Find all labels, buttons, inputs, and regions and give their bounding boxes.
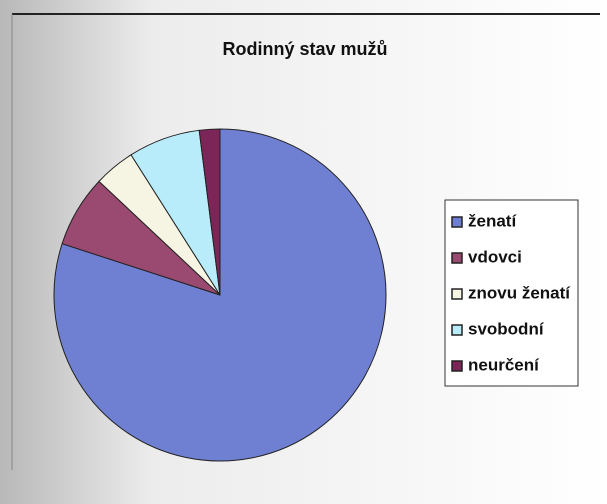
chart-title: Rodinný stav mužů xyxy=(222,39,387,59)
legend-label: znovu ženatí xyxy=(468,283,571,302)
legend-label: neurčení xyxy=(468,355,540,374)
legend-swatch xyxy=(451,252,463,264)
legend: ženatí vdovci znovu ženatí svobodní neurčení xyxy=(451,211,571,374)
pie xyxy=(53,128,387,462)
pie-slice xyxy=(198,128,221,296)
legend-swatch xyxy=(451,360,463,372)
legend-swatch xyxy=(451,216,463,228)
legend-box xyxy=(444,199,579,387)
legend-swatch xyxy=(451,288,463,300)
legend-label: svobodní xyxy=(468,319,545,338)
legend-swatch xyxy=(451,324,463,336)
legend-label: ženatí xyxy=(468,211,517,230)
pie-slice xyxy=(53,128,387,462)
legend-label: vdovci xyxy=(468,247,522,266)
